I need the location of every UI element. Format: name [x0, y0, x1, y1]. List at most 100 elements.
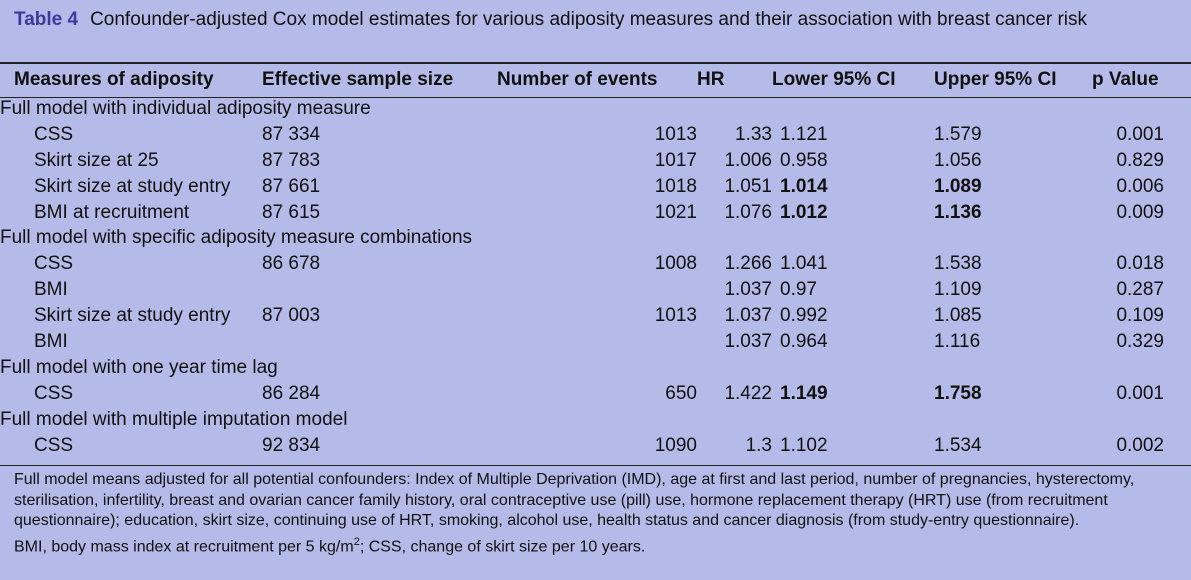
- header-sample-size: Effective sample size: [262, 69, 454, 90]
- table-row: CSS 92 834 1090 1.3 1.102 1.534 0.002: [0, 433, 1191, 459]
- header-events: Number of events: [497, 69, 658, 90]
- table-row: BMI 1.037 0.964 1.116 0.329: [0, 329, 1191, 355]
- cell-hr: 1.266: [724, 253, 772, 275]
- cell-lower-ci: 0.97: [780, 279, 817, 301]
- section-row: Full model with multiple imputation mode…: [0, 407, 1191, 433]
- footnote-abbrev-text: BMI, body mass index at recruitment per …: [14, 537, 354, 555]
- cell-events: 1017: [654, 149, 697, 171]
- cell-hr: 1.33: [735, 123, 772, 145]
- cell-lower-ci: 1.012: [780, 201, 828, 223]
- cell-events: 1018: [654, 175, 697, 197]
- table-row: CSS 86 678 1008 1.266 1.041 1.538 0.018: [0, 251, 1191, 277]
- cell-upper-ci: 1.116: [934, 330, 981, 352]
- cell-hr: 1.3: [745, 434, 772, 456]
- cell-events: [497, 277, 697, 303]
- cell-upper-ci: 1.109: [934, 279, 982, 301]
- cell-p-value: 0.002: [1116, 434, 1164, 456]
- cell-upper-ci: 1.579: [934, 123, 982, 145]
- cell-events: 1021: [654, 201, 697, 223]
- section-title: Full model with one year time lag: [0, 356, 278, 378]
- section-row: Full model with specific adiposity measu…: [0, 225, 1191, 251]
- section-title: Full model with multiple imputation mode…: [0, 408, 348, 430]
- table-body: Full model with individual adiposity mea…: [0, 96, 1191, 458]
- cell-p-value: 0.109: [1116, 305, 1164, 327]
- cell-upper-ci: 1.085: [934, 305, 982, 327]
- table-footnotes: Full model means adjusted for all potent…: [14, 470, 1184, 557]
- footnote-confounders: Full model means adjusted for all potent…: [14, 471, 1135, 529]
- cell-measure: CSS: [34, 123, 74, 145]
- cell-upper-ci: 1.538: [934, 253, 982, 275]
- cell-p-value: 0.829: [1116, 149, 1164, 171]
- cell-lower-ci: 1.041: [780, 253, 828, 275]
- results-table: Measures of adiposity Effective sample s…: [0, 64, 1191, 458]
- cell-events: 1008: [654, 253, 697, 275]
- header-row: Measures of adiposity Effective sample s…: [0, 64, 1191, 96]
- cell-events: 1013: [654, 123, 697, 145]
- cell-measure: BMI at recruitment: [34, 201, 190, 223]
- table-row: Skirt size at study entry 87 003 1013 1.037…: [0, 303, 1191, 329]
- footnote-abbreviations: BMI, body mass index at recruitment per …: [14, 532, 1184, 558]
- cell-lower-ci: 1.014: [780, 175, 828, 197]
- cell-hr: 1.006: [724, 149, 772, 171]
- cell-sample-size: 87 003: [262, 305, 321, 327]
- cell-lower-ci: 0.958: [780, 149, 828, 171]
- table-row: BMI at recruitment 87 615 1021 1.076 1.012 1.…: [0, 200, 1191, 226]
- header-rule: [0, 97, 1191, 98]
- cell-sample-size: [262, 277, 497, 303]
- cell-upper-ci: 1.758: [934, 382, 982, 404]
- cell-measure: Skirt size at study entry: [34, 175, 231, 197]
- section-row: Full model with one year time lag: [0, 355, 1191, 381]
- table-row: CSS 86 284 650 1.422 1.149 1.758 0.001: [0, 381, 1191, 407]
- cell-upper-ci: 1.056: [934, 149, 982, 171]
- table-row: Skirt size at 25 87 783 1017 1.006 0.958 1.05…: [0, 148, 1191, 174]
- cell-sample-size: 92 834: [262, 434, 321, 456]
- section-title: Full model with individual adiposity mea…: [0, 97, 371, 119]
- section-row: Full model with individual adiposity mea…: [0, 96, 1191, 122]
- table-row: BMI 1.037 0.97 1.109 0.287: [0, 277, 1191, 303]
- cell-lower-ci: 1.149: [780, 382, 828, 404]
- cell-sample-size: 86 284: [262, 382, 321, 404]
- footnote-superscript: 2: [353, 535, 360, 548]
- cell-measure: CSS: [34, 434, 74, 456]
- cell-hr: 1.076: [724, 201, 772, 223]
- cell-measure: Skirt size at 25: [34, 149, 159, 171]
- top-rule: [0, 62, 1191, 64]
- header-p-value: p Value: [1092, 69, 1159, 90]
- table-title: Confounder-adjusted Cox model estimates …: [90, 9, 1087, 30]
- cell-hr: 1.037: [724, 305, 772, 327]
- cell-lower-ci: 0.964: [780, 330, 828, 352]
- header-lower-ci: Lower 95% CI: [772, 69, 896, 90]
- cell-upper-ci: 1.534: [934, 434, 982, 456]
- footnote-abbrev-text-end: ; CSS, change of skirt size per 10 years…: [359, 537, 646, 555]
- table-label: Table 4: [14, 9, 79, 30]
- cell-measure: BMI: [34, 279, 68, 301]
- cell-hr: 1.037: [724, 279, 772, 301]
- cell-hr: 1.051: [724, 175, 772, 197]
- cell-lower-ci: 0.992: [780, 305, 828, 327]
- cell-p-value: 0.287: [1116, 279, 1164, 301]
- cell-events: 650: [665, 382, 697, 404]
- cell-measure: CSS: [34, 382, 74, 404]
- cell-hr: 1.422: [724, 382, 772, 404]
- cell-hr: 1.037: [724, 330, 772, 352]
- cell-sample-size: 87 661: [262, 175, 321, 197]
- header-upper-ci: Upper 95% CI: [934, 69, 1057, 90]
- cell-p-value: 0.018: [1116, 253, 1164, 275]
- cell-sample-size: 87 615: [262, 201, 321, 223]
- header-measure: Measures of adiposity: [14, 69, 214, 90]
- cell-p-value: 0.001: [1116, 123, 1164, 145]
- cell-lower-ci: 1.102: [780, 434, 828, 456]
- cell-p-value: 0.009: [1116, 201, 1164, 223]
- bottom-rule: [0, 465, 1191, 466]
- cell-upper-ci: 1.136: [934, 201, 982, 223]
- cell-events: 1013: [654, 305, 697, 327]
- header-hr: HR: [697, 69, 725, 90]
- cell-events: 1090: [654, 434, 697, 456]
- cell-measure: CSS: [34, 253, 74, 275]
- cell-sample-size: 87 783: [262, 149, 321, 171]
- cell-p-value: 0.001: [1116, 382, 1164, 404]
- cell-events: [497, 329, 697, 355]
- cell-lower-ci: 1.121: [780, 123, 828, 145]
- table-caption: Table 4 Confounder-adjusted Cox model est…: [14, 8, 1184, 32]
